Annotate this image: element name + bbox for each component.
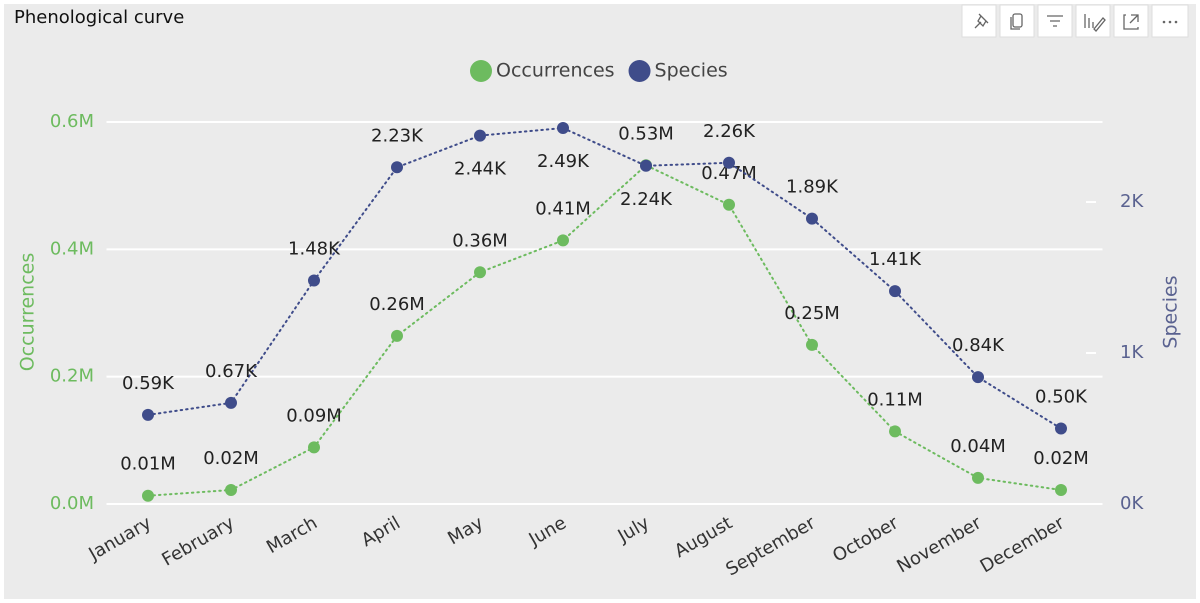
data-point xyxy=(806,338,818,351)
data-label: 0.50K xyxy=(1035,387,1088,408)
data-point xyxy=(972,471,984,484)
toolbar xyxy=(961,4,1189,38)
data-label: 0.53M xyxy=(618,123,674,144)
y2-axis-title: Species xyxy=(1160,275,1182,348)
data-label: 0.11M xyxy=(867,389,923,410)
background xyxy=(4,4,1196,599)
data-label: 0.01M xyxy=(120,454,176,475)
data-point xyxy=(308,274,320,287)
data-point xyxy=(308,441,320,454)
data-label: 0.59K xyxy=(122,373,175,394)
data-label: 0.26M xyxy=(369,294,425,315)
data-label: 0.84K xyxy=(952,335,1005,356)
data-point xyxy=(723,198,735,211)
data-point xyxy=(474,129,486,142)
chart-title: Phenological curve xyxy=(14,7,184,28)
data-label: 0.25M xyxy=(784,303,840,324)
format-button[interactable] xyxy=(1075,4,1111,38)
focus-button[interactable] xyxy=(1113,4,1149,38)
y2-tick-label: 0K xyxy=(1120,493,1144,514)
data-label: 2.24K xyxy=(620,189,673,210)
legend-marker xyxy=(470,60,492,82)
data-label: 1.41K xyxy=(869,249,922,270)
data-point xyxy=(972,371,984,384)
data-label: 2.44K xyxy=(454,159,507,180)
data-label: 0.04M xyxy=(950,436,1006,457)
legend-marker xyxy=(628,60,651,82)
data-label: 0.36M xyxy=(452,230,508,251)
data-label: 0.02M xyxy=(1033,448,1089,469)
data-label: 2.26K xyxy=(703,121,756,142)
data-label: 0.67K xyxy=(205,361,258,382)
data-point xyxy=(889,285,901,298)
data-point xyxy=(806,212,818,225)
pin-button[interactable] xyxy=(961,4,997,38)
y-axis-title: Occurrences xyxy=(17,253,39,372)
data-label: 1.89K xyxy=(786,177,839,198)
data-point xyxy=(557,122,569,135)
copy-button[interactable] xyxy=(999,4,1035,38)
data-label: 0.41M xyxy=(535,198,591,219)
series-line xyxy=(147,127,1062,430)
legend-label: Occurrences xyxy=(496,60,615,82)
data-point xyxy=(142,408,154,421)
data-label: 1.48K xyxy=(288,239,341,260)
more-button[interactable] xyxy=(1151,4,1189,38)
data-point xyxy=(640,159,652,172)
y-tick-label: 0.6M xyxy=(50,111,94,132)
data-point xyxy=(889,425,901,438)
data-label: 0.47M xyxy=(701,163,757,184)
series-line xyxy=(147,164,1062,497)
data-point xyxy=(391,329,403,342)
data-label: 0.02M xyxy=(203,448,259,469)
data-label: 2.23K xyxy=(371,125,424,146)
data-point xyxy=(1055,422,1067,435)
data-point xyxy=(723,156,735,169)
y2-tick-label: 2K xyxy=(1120,191,1144,212)
y-tick-label: 0.2M xyxy=(50,366,94,387)
legend-label: Species xyxy=(655,60,728,82)
data-point xyxy=(391,161,403,174)
data-point xyxy=(225,396,237,409)
filter-button[interactable] xyxy=(1037,4,1073,38)
data-point xyxy=(142,489,154,502)
y2-tick-label: 1K xyxy=(1120,342,1144,363)
data-point xyxy=(557,234,569,247)
data-point xyxy=(225,483,237,496)
data-point xyxy=(1055,483,1067,496)
y-tick-label: 0.4M xyxy=(50,238,94,259)
data-point xyxy=(474,266,486,279)
data-label: 2.49K xyxy=(537,151,590,172)
y-tick-label: 0.0M xyxy=(50,493,94,514)
data-label: 0.09M xyxy=(286,405,342,426)
